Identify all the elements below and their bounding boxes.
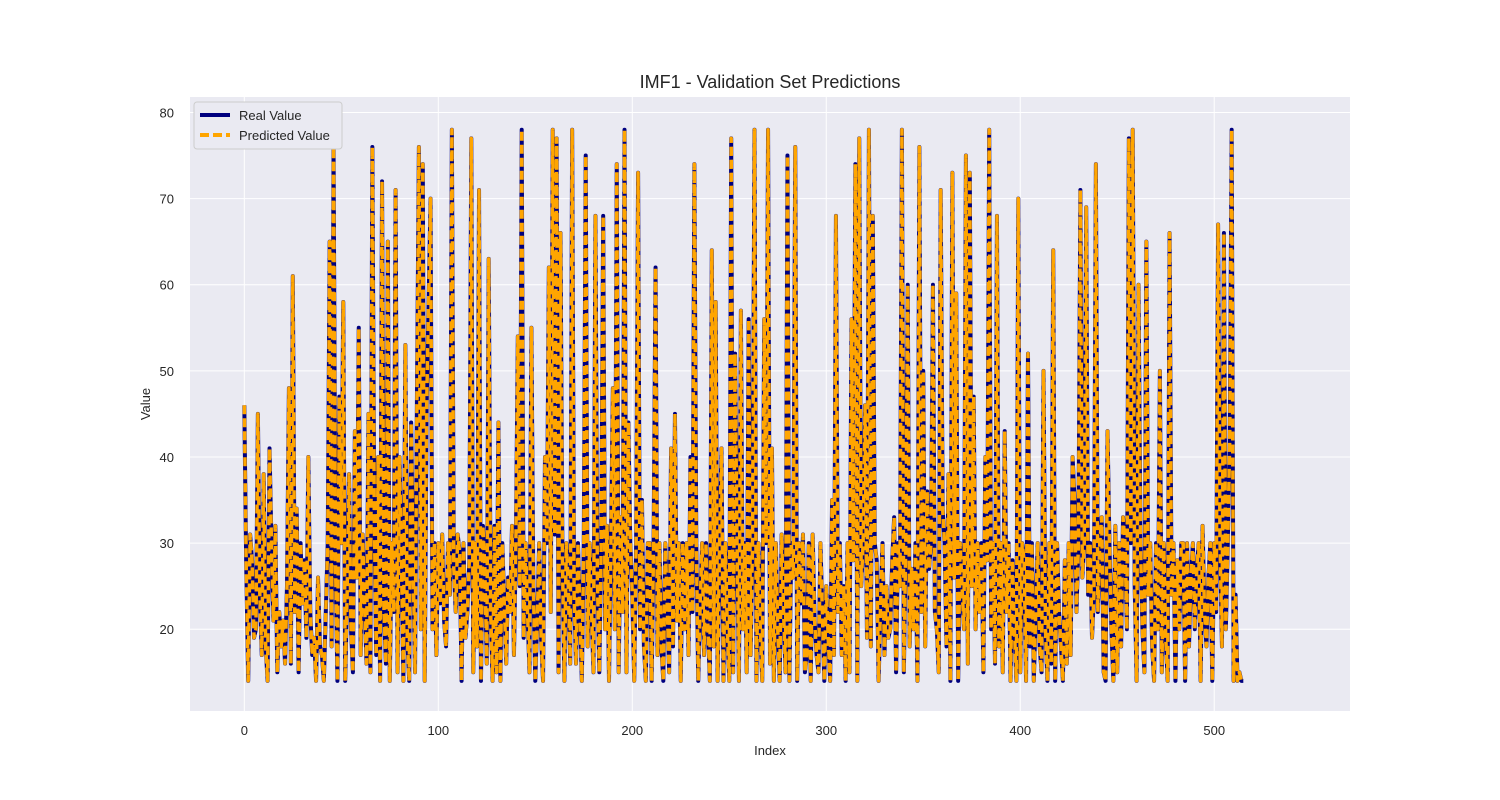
y-tick-label: 50 (160, 364, 174, 379)
x-tick-label: 0 (241, 723, 248, 738)
tick-labels: 0 100 200 300 400 500 20 30 40 50 60 70 80 (160, 106, 1226, 738)
y-tick-label: 30 (160, 536, 174, 551)
x-tick-label: 300 (815, 723, 837, 738)
x-tick-label: 400 (1009, 723, 1031, 738)
legend-box (193, 101, 343, 150)
x-tick-label: 500 (1203, 723, 1225, 738)
y-tick-label: 80 (160, 106, 174, 121)
y-axis-label: Value (138, 388, 153, 420)
chart-title: IMF1 - Validation Set Predictions (640, 72, 901, 92)
y-tick-label: 40 (160, 450, 174, 465)
series-lines (242, 127, 1244, 683)
legend: Real Value Predicted Value (193, 101, 343, 150)
series-line-predicted-value (242, 127, 1244, 683)
x-tick-label: 100 (427, 723, 449, 738)
y-tick-label: 20 (160, 622, 174, 637)
y-tick-label: 70 (160, 192, 174, 207)
x-axis-label: Index (754, 743, 786, 758)
x-tick-label: 200 (621, 723, 643, 738)
legend-label-real-value: Real Value (239, 108, 302, 123)
y-tick-label: 60 (160, 278, 174, 293)
legend-label-predicted-value: Predicted Value (239, 128, 330, 143)
